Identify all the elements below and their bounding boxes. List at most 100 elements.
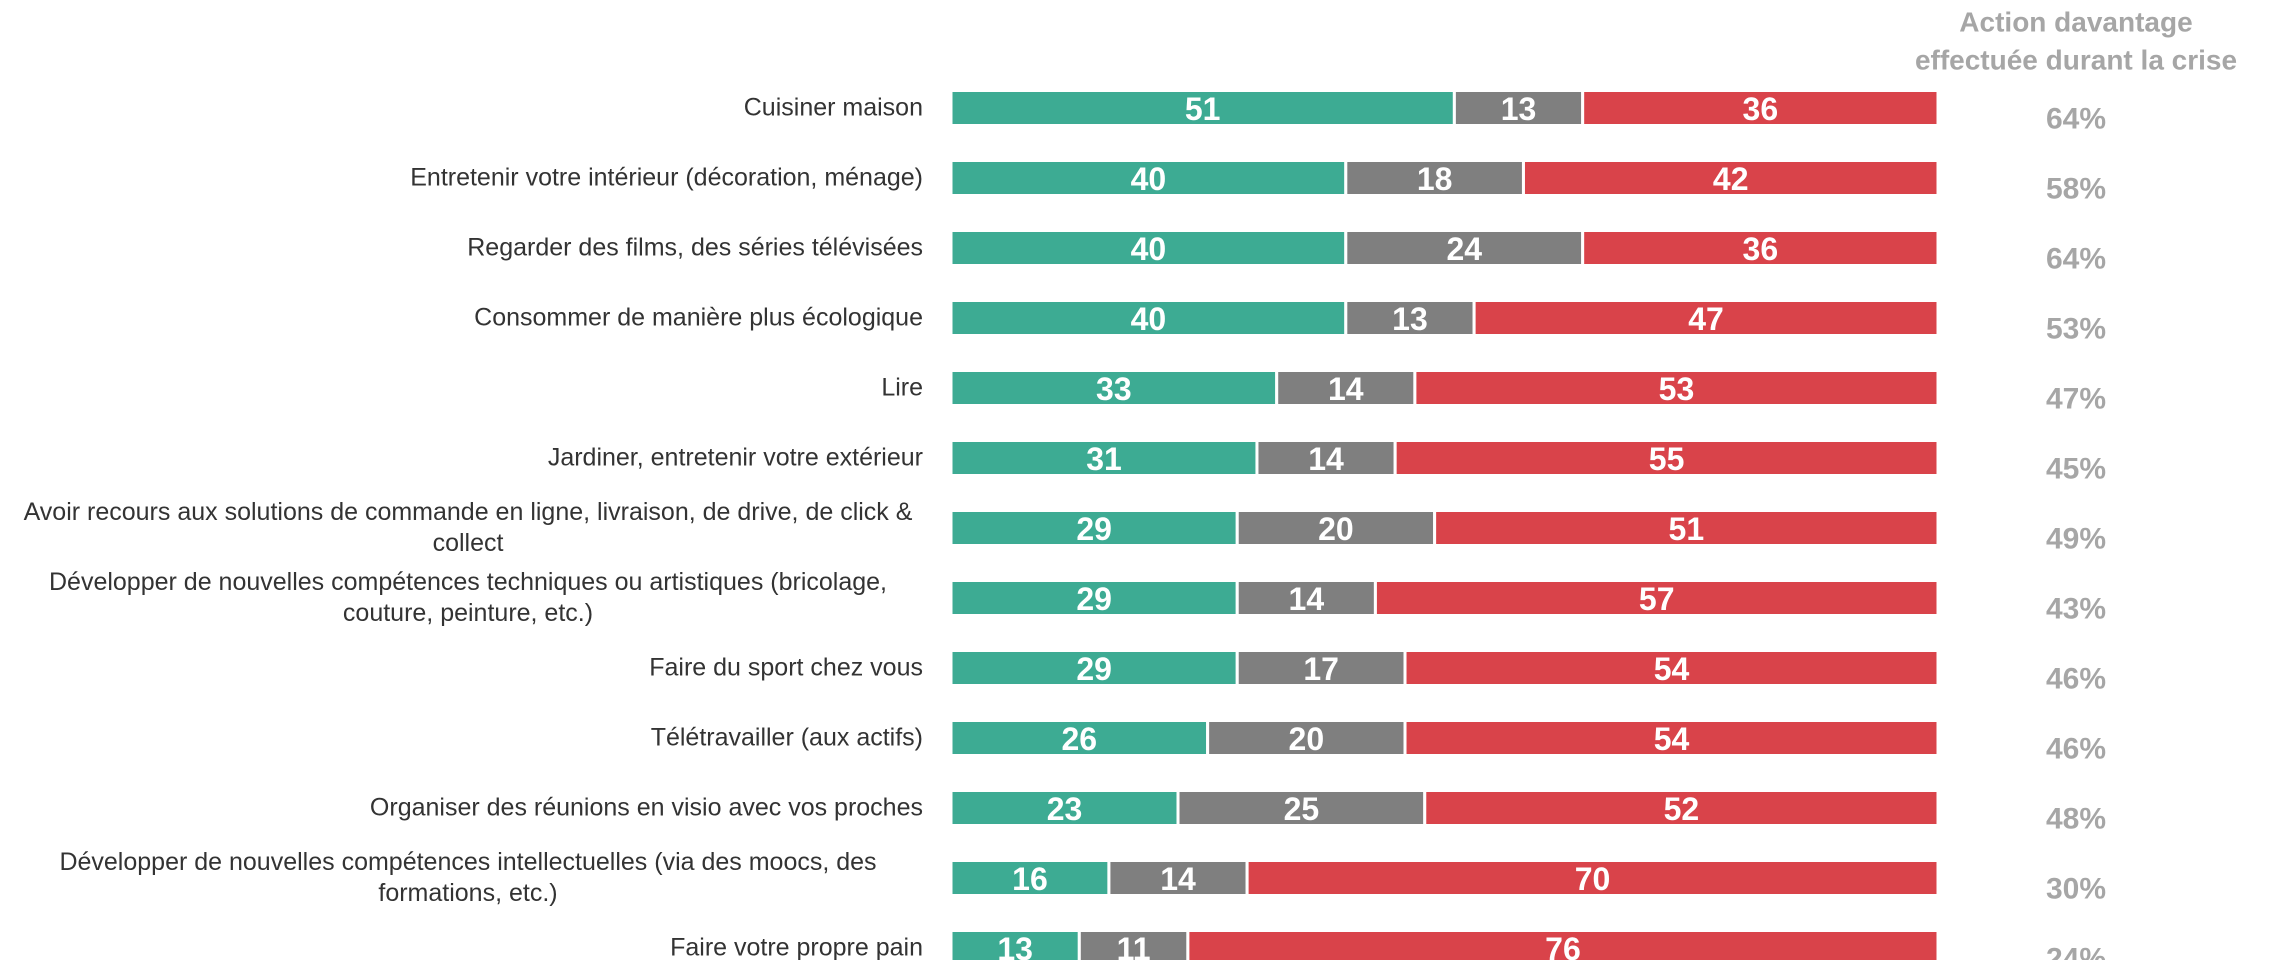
bar-segment [949, 789, 1180, 827]
data-label: 29 [1076, 511, 1112, 547]
bar-segment [1344, 159, 1525, 197]
data-label: 14 [1328, 371, 1364, 407]
data-label: 24 [1446, 231, 1482, 267]
category-text: Faire votre propre pain [670, 933, 923, 960]
data-label: 14 [1160, 861, 1196, 897]
data-label: 26 [1062, 721, 1098, 757]
category-label: Regarder des films, des séries télévisée… [13, 233, 923, 264]
category-text: Avoir recours aux solutions de commande … [23, 498, 913, 557]
category-text: Entretenir votre intérieur (décoration, … [410, 163, 923, 192]
data-label: 18 [1417, 161, 1453, 197]
bar-segment [1373, 579, 1940, 617]
bar-segment [1433, 509, 1940, 547]
data-label: 55 [1649, 441, 1685, 477]
bar-segment [1235, 579, 1377, 617]
data-label: 20 [1318, 511, 1354, 547]
category-label: Consommer de manière plus écologique [13, 303, 923, 334]
bar-segment [1581, 89, 1940, 127]
category-text: Développer de nouvelles compétences inte… [59, 848, 877, 907]
bar-segment [1393, 439, 1940, 477]
bar-segment [1344, 229, 1585, 267]
category-text: Cuisiner maison [743, 93, 923, 122]
bar-segment [1521, 159, 1940, 197]
bar-segment [949, 299, 1348, 337]
data-label: 42 [1713, 161, 1749, 197]
data-label: 17 [1303, 651, 1339, 687]
data-label: 57 [1639, 581, 1675, 617]
side-value: 30% [2046, 873, 2106, 906]
bar-segment [1107, 859, 1249, 897]
category-label: Lire [13, 373, 923, 404]
data-label: 25 [1284, 791, 1320, 827]
data-label: 11 [1117, 931, 1151, 960]
bar-segment [1403, 719, 1940, 757]
data-label: 53 [1659, 371, 1695, 407]
data-label: 14 [1289, 581, 1325, 617]
bar-segment [1176, 789, 1427, 827]
side-value: 46% [2046, 733, 2106, 766]
data-label: 52 [1664, 791, 1700, 827]
category-label: Cuisiner maison [13, 93, 923, 124]
category-text: Lire [881, 373, 923, 402]
category-text: Jardiner, entretenir votre extérieur [547, 443, 923, 472]
category-label: Jardiner, entretenir votre extérieur [13, 443, 923, 474]
side-value: 24% [2046, 943, 2106, 960]
side-value: 58% [2046, 173, 2106, 206]
data-label: 70 [1575, 861, 1611, 897]
data-label: 40 [1131, 231, 1167, 267]
side-value: 46% [2046, 663, 2106, 696]
data-label: 40 [1131, 301, 1167, 337]
bar-segment [1275, 369, 1417, 407]
data-label: 31 [1086, 441, 1122, 477]
data-label: 36 [1743, 231, 1779, 267]
category-label: Organiser des réunions en visio avec vos… [13, 793, 923, 824]
bar-segment [1472, 299, 1940, 337]
data-label: 36 [1743, 91, 1779, 127]
side-value: 64% [2046, 243, 2106, 276]
data-label: 51 [1669, 511, 1705, 547]
data-label: 14 [1308, 441, 1344, 477]
data-label: 13 [1501, 91, 1537, 127]
bar-segment [1245, 859, 1940, 897]
category-label: Avoir recours aux solutions de commande … [13, 497, 923, 559]
bar-segment [949, 859, 1111, 897]
bar-segment [949, 649, 1239, 687]
data-label: 33 [1096, 371, 1132, 407]
category-label: Développer de nouvelles compétences inte… [13, 847, 923, 909]
data-label: 13 [997, 931, 1033, 960]
category-label: Développer de nouvelles compétences tech… [13, 567, 923, 629]
bar-segment [1423, 789, 1940, 827]
data-label: 51 [1185, 91, 1221, 127]
bar-segment [949, 719, 1210, 757]
data-label: 29 [1076, 581, 1112, 617]
data-label: 23 [1047, 791, 1083, 827]
category-text: Regarder des films, des séries télévisée… [467, 233, 923, 262]
bar-segment [1413, 369, 1940, 407]
data-label: 40 [1131, 161, 1167, 197]
data-label: 54 [1654, 721, 1690, 757]
bar-segment [1206, 719, 1407, 757]
category-text: Développer de nouvelles compétences tech… [48, 568, 887, 627]
data-label: 76 [1545, 931, 1581, 960]
bar-segment [1186, 929, 1940, 960]
side-value: 53% [2046, 313, 2106, 346]
bar-segment [1581, 229, 1940, 267]
side-title: Action davantage [1959, 7, 2192, 38]
category-text: Consommer de manière plus écologique [474, 303, 923, 332]
side-title: effectuée durant la crise [1915, 45, 2237, 76]
category-label: Faire votre propre pain [13, 933, 923, 960]
side-value: 43% [2046, 593, 2106, 626]
category-label: Faire du sport chez vous [13, 653, 923, 684]
data-label: 54 [1654, 651, 1690, 687]
category-label: Télétravailler (aux actifs) [13, 723, 923, 754]
bar-segment [949, 229, 1348, 267]
data-label: 20 [1289, 721, 1325, 757]
side-value: 45% [2046, 453, 2106, 486]
category-label: Entretenir votre intérieur (décoration, … [13, 163, 923, 194]
bar-segment [1403, 649, 1940, 687]
bar-segment [949, 929, 1081, 960]
bar-segment [1452, 89, 1585, 127]
bar-segment [949, 89, 1456, 127]
